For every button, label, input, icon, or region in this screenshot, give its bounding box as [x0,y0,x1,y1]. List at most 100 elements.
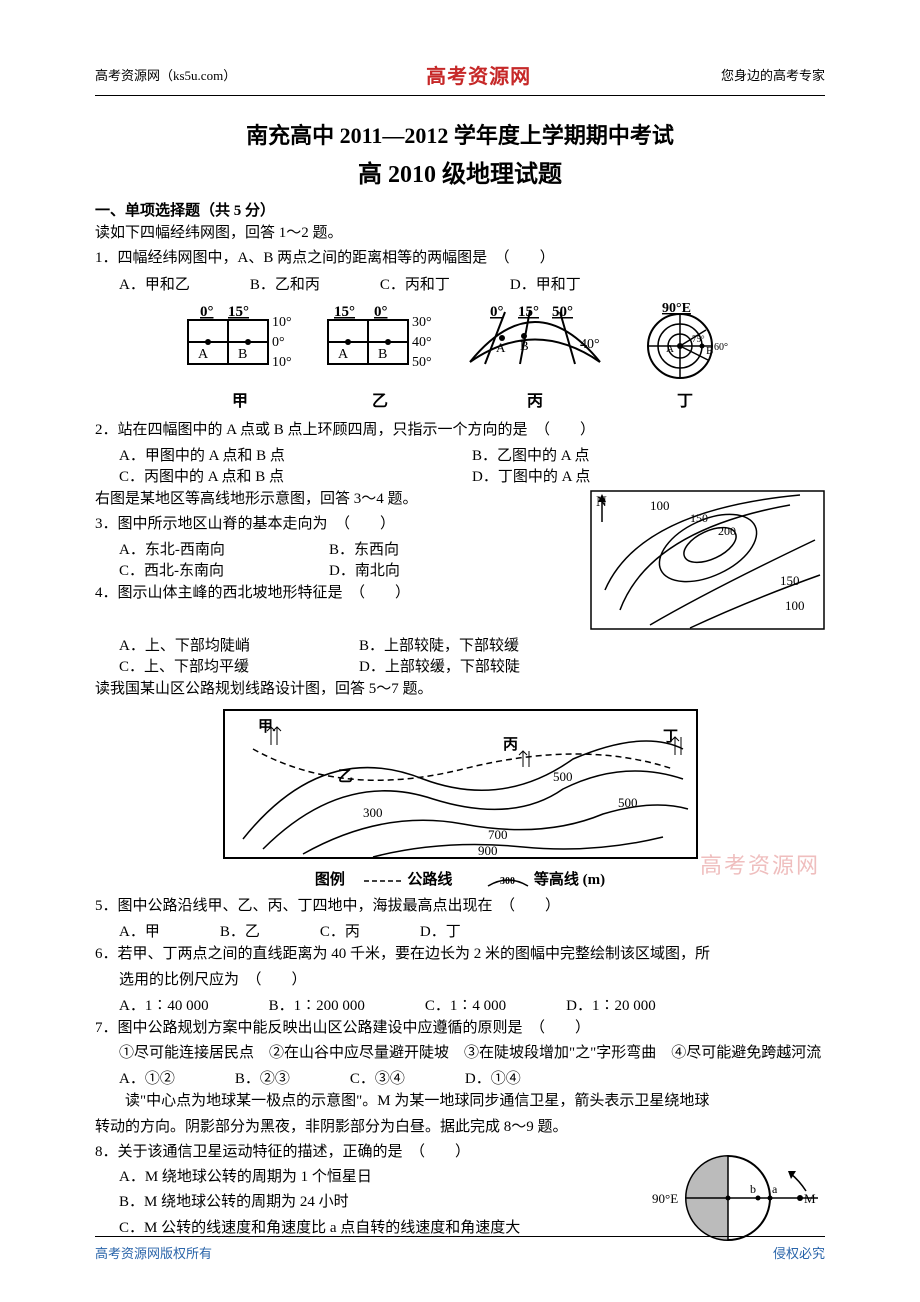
q3-d: D．南北向 [329,559,539,580]
grid-ding: 90°E A B 75° 60° [630,302,740,380]
grid-diagrams: 0° 15° 10° 0° 10° A B 甲 15° 0° 30° 40° 5… [95,302,825,411]
header-left: 高考资源网（ks5u.com） [95,65,236,84]
svg-text:0°: 0° [200,304,214,320]
svg-text:30°: 30° [412,315,432,330]
svg-text:40°: 40° [412,335,432,350]
footer-left: 高考资源网版权所有 [95,1243,212,1262]
q7-b: B．②③ [235,1067,290,1088]
q2-d: D．丁图中的 A 点 [472,465,825,486]
q4-a: A．上、下部均陡峭 [119,634,359,655]
grid-bing: 0° 15° 50° 40° A B [460,302,610,380]
q3-options: A．东北-西南向 B．东西向 [119,538,539,559]
svg-text:丙: 丙 [503,736,518,753]
intro-1-2: 读如下四幅经纬网图，回答 1～2 题。 [95,222,825,245]
road-contour-map: 甲 乙 丙 丁 300 500 500 700 900 [223,709,698,859]
svg-text:A: A [496,340,506,355]
svg-text:10°: 10° [272,315,292,330]
svg-text:200: 200 [718,524,736,538]
q7-d: D．①④ [465,1067,521,1088]
svg-text:700: 700 [488,827,508,842]
svg-text:500: 500 [618,795,638,810]
svg-text:B: B [238,347,247,362]
svg-text:10°: 10° [272,355,292,370]
q3-a: A．东北-西南向 [119,538,329,559]
q7-sub-options: ①尽可能连接居民点 ②在山谷中应尽量避开陡坡 ③在陡坡段增加"之"字形弯曲 ④尽… [119,1042,825,1065]
label-yi: 乙 [320,387,440,411]
svg-text:b: b [750,1182,756,1196]
header-rule [95,95,825,96]
road-line-icon [364,875,404,887]
q6-c: C．1∶4 000 [425,994,506,1015]
svg-text:丁: 丁 [663,729,678,745]
svg-text:15°: 15° [228,304,249,320]
q6-a: A．1∶40 000 [119,994,209,1015]
label-bing: 丙 [460,387,610,411]
legend-contour: 等高线 (m) [534,872,605,888]
label-jia: 甲 [180,387,300,411]
svg-text:300: 300 [500,876,515,887]
contour-map: 100 150 200 150 100 N [590,490,825,630]
q2-options: A．甲图中的 A 点和 B 点B．乙图中的 A 点 C．丙图中的 A 点和 B … [119,444,825,486]
svg-text:15°: 15° [334,304,355,320]
grid-jia: 0° 15° 10° 0° 10° A B [180,302,300,380]
header-center-logo: 高考资源网 [426,60,531,89]
svg-text:M: M [804,1191,816,1206]
q2-stem: 2．站在四幅图中的 A 点或 B 点上环顾四周，只指示一个方向的是 （ ） [95,419,825,442]
q5-c: C．丙 [320,920,360,941]
svg-text:B: B [520,338,529,353]
q7-c: C．③④ [350,1067,405,1088]
intro-8-9-b: 转动的方向。阴影部分为黑夜，非阴影部分为白昼。据此完成 8～9 题。 [95,1116,825,1139]
svg-text:500: 500 [553,769,573,784]
q4-options: A．上、下部均陡峭 B．上部较陡，下部较缓 [119,634,599,655]
q7-options: A．①② B．②③ C．③④ D．①④ [119,1067,825,1088]
q1-a: A．甲和乙 [119,273,190,294]
svg-text:100: 100 [650,498,670,513]
svg-text:B: B [706,345,713,357]
q2-c: C．丙图中的 A 点和 B 点 [119,465,472,486]
svg-text:A: A [198,347,209,362]
svg-text:40°: 40° [580,337,600,352]
q2-a: A．甲图中的 A 点和 B 点 [119,444,472,465]
footer-right: 侵权必究 [773,1243,825,1262]
svg-text:15°: 15° [518,304,539,320]
exam-title-1: 南充高中 2011—2012 学年度上学期期中考试 [95,118,825,150]
q6-options: A．1∶40 000 B．1∶200 000 C．1∶4 000 D．1∶20 … [119,994,825,1015]
svg-text:A: A [666,343,674,355]
q5-d: D．丁 [420,920,461,941]
svg-text:100: 100 [785,598,805,613]
q4-d: D．上部较缓，下部较陡 [359,655,599,676]
q1-c: C．丙和丁 [380,273,450,294]
svg-text:50°: 50° [412,355,432,370]
map-legend: 图例 公路线 300 等高线 (m) [95,868,825,889]
page-footer: 高考资源网版权所有 侵权必究 [95,1236,825,1262]
q4-c: C．上、下部均平缓 [119,655,359,676]
svg-text:150: 150 [690,511,708,525]
q6-stem-2: 选用的比例尺应为 （ ） [119,969,825,992]
grid-yi: 15° 0° 30° 40° 50° A B [320,302,440,380]
q7-a: A．①② [119,1067,175,1088]
section-1-heading: 一、单项选择题（共 5 分） [95,199,825,220]
svg-text:300: 300 [363,805,383,820]
q1-options: A．甲和乙 B．乙和丙 C．丙和丁 D．甲和丁 [119,273,825,294]
q6-b: B．1∶200 000 [269,994,365,1015]
svg-text:乙: 乙 [338,769,353,785]
svg-text:0°: 0° [374,304,388,320]
svg-text:a: a [772,1182,778,1196]
q5-options: A．甲 B．乙 C．丙 D．丁 [119,920,825,941]
intro-5-7: 读我国某山区公路规划线路设计图，回答 5～7 题。 [95,678,825,701]
q6-stem-1: 6．若甲、丁两点之间的直线距离为 40 千米，要在边长为 2 米的图幅中完整绘制… [95,943,825,966]
q3-b: B．东西向 [329,538,539,559]
q5-a: A．甲 [119,920,160,941]
q1-d: D．甲和丁 [510,273,581,294]
svg-text:B: B [378,347,387,362]
intro-8-9-a: 读"中心点为地球某一极点的示意图"。M 为某一地球同步通信卫星，箭头表示卫星绕地… [95,1090,825,1113]
q1-stem: 1．四幅经纬网图中，A、B 两点之间的距离相等的两幅图是 （ ） [95,247,825,270]
q7-stem: 7．图中公路规划方案中能反映出山区公路建设中应遵循的原则是 （ ） [95,1017,825,1040]
q4-b: B．上部较陡，下部较缓 [359,634,599,655]
q1-b: B．乙和丙 [250,273,320,294]
q6-d: D．1∶20 000 [566,994,656,1015]
q2-b: B．乙图中的 A 点 [472,444,825,465]
lon-label: 90°E [652,1191,678,1206]
svg-text:0°: 0° [272,335,285,350]
legend-label: 图例 [315,872,345,888]
